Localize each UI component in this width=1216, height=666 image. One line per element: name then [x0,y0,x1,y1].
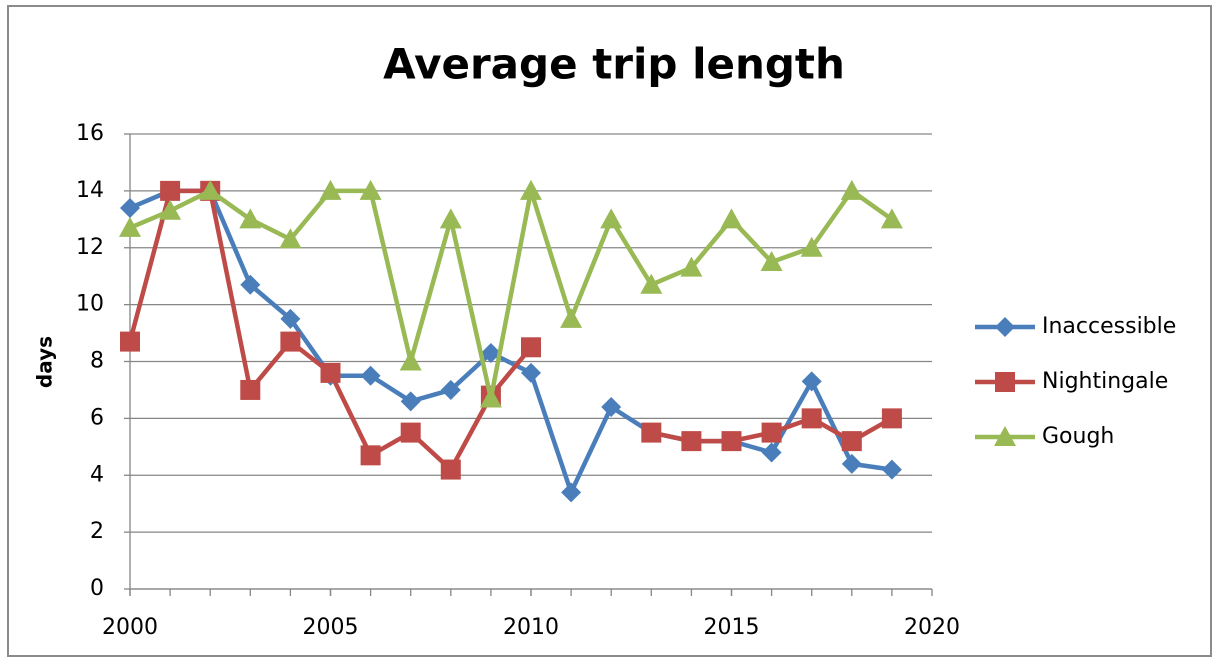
x-tick-label: 2010 [503,615,559,640]
legend-marker [995,372,1015,392]
data-point [280,331,301,352]
chart-title: Average trip length [383,40,845,89]
data-point [400,391,421,412]
y-tick-label: 2 [90,519,104,544]
y-tick-label: 0 [90,576,104,601]
data-point [681,431,702,452]
data-point [319,179,342,200]
data-point [521,362,541,383]
data-point [801,371,822,392]
data-point [360,445,381,466]
data-point [841,431,862,452]
data-point [359,179,382,200]
chart-frame [7,5,1212,657]
data-point [199,179,222,200]
data-point [279,228,302,249]
data-point [280,308,301,329]
data-point [440,379,461,400]
y-tick-label: 14 [76,178,104,203]
data-point [840,179,863,200]
data-point [159,199,182,220]
data-point [239,208,262,229]
data-point [120,197,140,218]
data-point [881,408,902,429]
data-point [400,422,421,443]
data-point [520,179,542,200]
data-point [399,350,422,371]
data-point [720,208,743,229]
data-point [560,307,583,328]
data-point [800,236,823,257]
legend-label: Gough [1042,424,1114,449]
data-point [761,442,782,463]
legend-marker [995,317,1015,337]
data-point [240,379,261,400]
y-tick-label: 10 [76,292,104,317]
data-point [160,180,181,201]
data-point [440,459,461,480]
legend-label: Nightingale [1042,369,1168,394]
data-point [360,365,381,386]
data-point [480,342,501,363]
data-point [240,274,261,295]
x-tick-label: 2020 [904,615,960,640]
data-point [119,216,141,237]
data-point [561,482,582,503]
legend-label: Inaccessible [1042,314,1176,339]
y-tick-label: 6 [90,405,104,430]
y-tick-label: 16 [76,121,104,146]
data-point [680,256,703,277]
y-tick-label: 8 [90,349,104,374]
legend-marker [994,426,1016,446]
data-point [320,362,341,383]
data-point [439,208,462,229]
data-point [479,387,502,408]
x-tick-label: 2000 [102,615,158,640]
y-tick-label: 4 [90,462,104,487]
data-point [801,408,822,429]
data-point [120,331,140,352]
data-point [761,422,782,443]
data-point [600,208,623,229]
data-point [601,397,622,417]
y-axis-label: days [33,336,57,388]
data-point [841,453,862,474]
data-point [880,208,903,229]
x-tick-label: 2015 [704,615,760,640]
data-point [641,422,662,443]
y-tick-label: 12 [76,235,104,260]
data-point [640,273,663,294]
data-point [760,250,783,271]
data-point [881,459,902,480]
x-tick-label: 2005 [303,615,359,640]
data-point [721,431,742,452]
data-point [521,337,541,358]
